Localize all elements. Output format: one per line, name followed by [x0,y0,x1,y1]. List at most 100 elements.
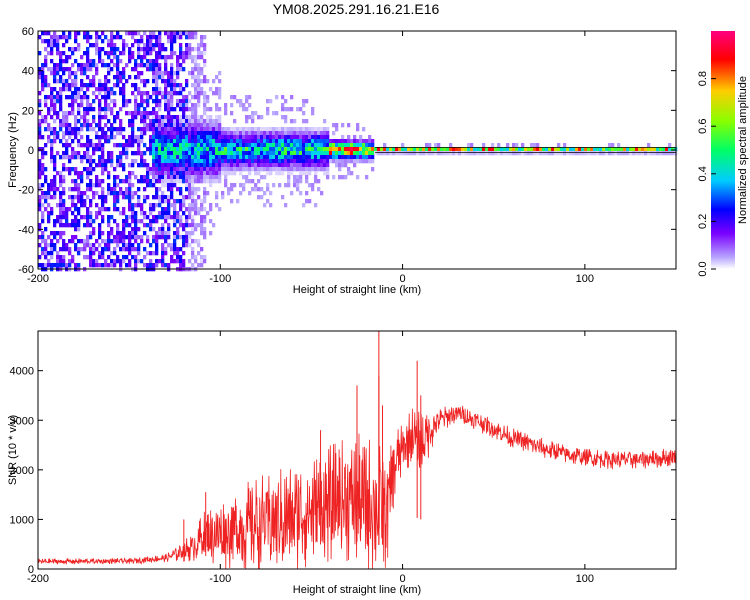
spectrogram-cell [194,191,198,196]
spectrogram-cell [119,179,123,184]
spectrogram-cell [254,111,258,116]
spectrogram-cell [167,135,171,140]
spectrogram-cell [155,99,159,104]
spectrogram-cell [188,187,192,192]
spectrogram-cell [284,127,288,132]
spectrogram-cell [263,139,267,144]
spectrogram-cell [221,171,225,176]
spectrogram-cell [62,123,66,128]
spectrogram-cell [269,191,273,196]
spectrogram-cell [482,143,486,148]
spectrogram-cell [245,143,249,148]
spectrogram-cell [176,155,180,160]
spectrogram-cell [449,151,453,156]
spectrogram-cell [131,207,135,212]
spectrogram-cell [197,211,201,216]
spectrogram-cell [131,131,135,136]
spectrogram-cell [83,67,87,72]
spectrogram-cell [179,87,183,92]
spectrogram-cell [122,135,126,140]
spectrogram-cell [188,147,192,152]
spectrogram-cell [206,163,210,168]
spectrogram-cell [164,67,168,72]
y-tick-label: 0 [28,145,34,157]
spectrogram-cell [77,207,81,212]
spectrogram-cell [38,159,42,164]
spectrogram-cell [59,191,63,196]
spectrogram-cell [170,155,174,160]
spectrogram-cell [164,163,168,168]
spectrogram-cell [206,99,210,104]
spectrogram-cell [92,83,96,88]
spectrogram-cell [38,167,42,172]
spectrogram-cell [65,127,69,132]
spectrogram-cell [101,147,105,152]
spectrogram-cell [140,219,144,224]
spectrogram-cell [215,171,219,176]
spectrogram-cell [161,207,165,212]
spectrogram-cell [218,95,222,100]
spectrogram-cell [83,155,87,160]
spectrogram-cell [272,147,276,152]
y-tick-label: 20 [22,105,34,117]
spectrogram-cell [74,39,78,44]
spectrogram-cell [92,259,96,264]
spectrogram-cell [275,155,279,160]
spectrogram-cell [164,123,168,128]
spectrogram-cell [152,179,156,184]
spectrogram-cell [194,175,198,180]
spectrogram-cell [101,203,105,208]
spectrogram-cell [197,163,201,168]
spectrogram-cell [95,259,99,264]
spectrogram-cell [395,147,399,152]
spectrogram-cell [464,147,468,152]
spectrogram-cell [191,139,195,144]
spectrogram-cell [203,175,207,180]
spectrogram-cell [182,195,186,200]
spectrogram-cell [659,147,663,152]
spectrogram-cell [203,103,207,108]
spectrogram-cell [80,215,84,220]
spectrogram-cell [329,151,333,156]
spectrogram-cell [182,131,186,136]
spectrogram-cell [107,171,111,176]
spectrogram-cell [203,43,207,48]
spectrogram-cell [320,139,324,144]
spectrogram-cell [617,143,621,148]
spectrogram-cell [344,163,348,168]
spectrogram-cell [329,155,333,160]
spectrogram-cell [113,199,117,204]
spectrogram-cell [248,131,252,136]
spectrogram-cell [161,223,165,228]
spectrogram-cell [104,87,108,92]
spectrogram-cell [284,143,288,148]
spectrogram-cell [572,147,576,152]
spectrogram-cell [44,255,48,260]
spectrogram-cell [92,159,96,164]
spectrogram-cell [266,167,270,172]
spectrogram-cell [194,171,198,176]
spectrogram-cell [59,51,63,56]
spectrogram-cell [179,139,183,144]
spectrogram-cell [251,127,255,132]
spectrogram-cell [122,51,126,56]
spectrogram-cell [176,167,180,172]
spectrogram-cell [152,251,156,256]
spectrogram-cell [65,243,69,248]
spectrogram-cell [137,91,141,96]
spectrogram-cell [134,219,138,224]
spectrogram-cell [140,235,144,240]
spectrogram-cell [56,259,60,264]
spectrogram-cell [182,135,186,140]
spectrogram-cell [59,235,63,240]
spectrogram-cell [47,263,51,268]
spectrogram-cell [53,131,57,136]
spectrogram-cell [158,167,162,172]
spectrogram-cell [305,155,309,160]
spectrogram-cell [266,107,270,112]
spectrogram-cell [170,259,174,264]
spectrogram-cell [98,111,102,116]
spectrogram-cell [317,159,321,164]
y-tick-label: 2000 [10,465,34,477]
spectrogram-cell [173,107,177,112]
